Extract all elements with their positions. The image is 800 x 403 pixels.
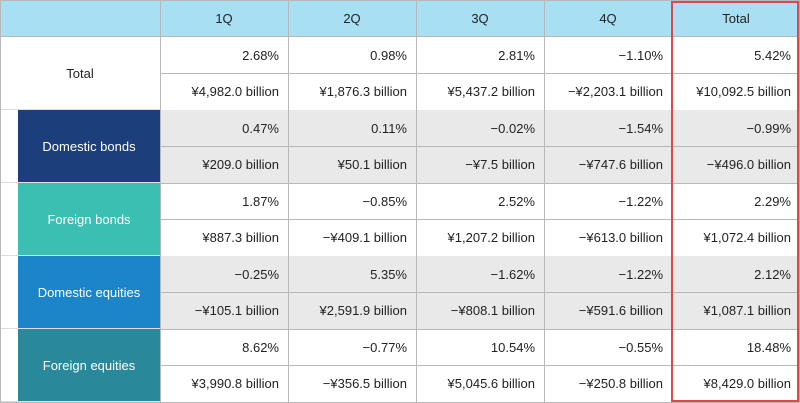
row-line [160, 292, 800, 293]
group-line [0, 255, 160, 256]
amount-cell: −¥808.1 billion [450, 303, 535, 319]
percent-cell: 18.48% [746, 339, 791, 355]
amount-cell: −¥2,203.1 billion [567, 84, 663, 100]
percent-cell: 2.81% [498, 47, 535, 63]
amount-cell: ¥4,982.0 billion [191, 84, 279, 100]
column-header: 3Q [471, 11, 489, 26]
percent-cell: −1.22% [618, 266, 663, 282]
percent-cell: 5.35% [370, 266, 407, 282]
amount-cell: ¥1,876.3 billion [319, 84, 407, 100]
percent-cell: −1.54% [618, 120, 663, 136]
amount-cell: −¥496.0 billion [706, 157, 791, 173]
header-line [0, 36, 800, 37]
percent-cell: 5.42% [754, 47, 791, 63]
percent-cell: 8.62% [242, 339, 279, 355]
percent-cell: −0.99% [746, 120, 791, 136]
amount-cell: ¥1,072.4 billion [703, 230, 791, 246]
row-label: Domestic bonds [18, 110, 160, 183]
percent-cell: 0.11% [371, 120, 407, 136]
percent-cell: −1.10% [618, 47, 663, 63]
row-label: Total [66, 66, 94, 81]
percent-cell: 2.52% [498, 193, 535, 209]
amount-cell: ¥1,087.1 billion [703, 303, 791, 319]
column-line [416, 0, 417, 403]
amount-cell: ¥5,045.6 billion [447, 376, 535, 392]
column-header: 4Q [599, 11, 617, 26]
group-line [0, 109, 160, 110]
percent-cell: 1.87% [242, 193, 279, 209]
percent-cell: −0.02% [490, 120, 535, 136]
percent-cell: 2.68% [242, 47, 279, 63]
percent-cell: −1.22% [618, 193, 663, 209]
percent-cell: −0.25% [234, 266, 279, 282]
percent-cell: 10.54% [490, 339, 535, 355]
percent-cell: 2.12% [754, 266, 791, 282]
amount-cell: −¥591.6 billion [578, 303, 663, 319]
column-header: Total [722, 11, 750, 26]
amount-cell: −¥356.5 billion [322, 376, 407, 392]
column-line [544, 0, 545, 403]
row-line [160, 219, 800, 220]
group-line [0, 328, 160, 329]
header-bg [0, 0, 800, 37]
amount-cell: ¥50.1 billion [337, 157, 407, 173]
amount-cell: ¥887.3 billion [202, 230, 279, 246]
row-line [160, 365, 800, 366]
column-header: 1Q [215, 11, 233, 26]
percent-cell: −0.55% [618, 339, 663, 355]
amount-cell: ¥1,207.2 billion [447, 230, 535, 246]
percent-cell: −0.85% [362, 193, 407, 209]
percent-cell: 0.98% [370, 47, 407, 63]
column-header: 2Q [343, 11, 361, 26]
amount-cell: ¥10,092.5 billion [696, 84, 791, 100]
group-line [0, 401, 160, 402]
percent-cell: −1.62% [490, 266, 535, 282]
amount-cell: −¥747.6 billion [578, 157, 663, 173]
column-line [160, 0, 161, 403]
row-label: Foreign equities [18, 329, 160, 402]
amount-cell: −¥105.1 billion [194, 303, 279, 319]
amount-cell: ¥2,591.9 billion [319, 303, 407, 319]
row-label: Domestic equities [18, 256, 160, 329]
amount-cell: ¥5,437.2 billion [447, 84, 535, 100]
amount-cell: −¥613.0 billion [578, 230, 663, 246]
total-highlight [671, 1, 799, 402]
row-line [160, 182, 800, 184]
group-line [0, 182, 160, 183]
row-line [160, 146, 800, 147]
row-line [160, 73, 800, 74]
amount-cell: ¥209.0 billion [202, 157, 279, 173]
percent-cell: −0.77% [362, 339, 407, 355]
row-line [160, 328, 800, 330]
amount-cell: −¥409.1 billion [322, 230, 407, 246]
amount-cell: −¥250.8 billion [578, 376, 663, 392]
amount-cell: ¥3,990.8 billion [191, 376, 279, 392]
percent-cell: 0.47% [242, 120, 279, 136]
amount-cell: −¥7.5 billion [465, 157, 535, 173]
row-label: Foreign bonds [18, 183, 160, 256]
percent-cell: 2.29% [754, 193, 791, 209]
column-line [288, 0, 289, 403]
amount-cell: ¥8,429.0 billion [703, 376, 791, 392]
